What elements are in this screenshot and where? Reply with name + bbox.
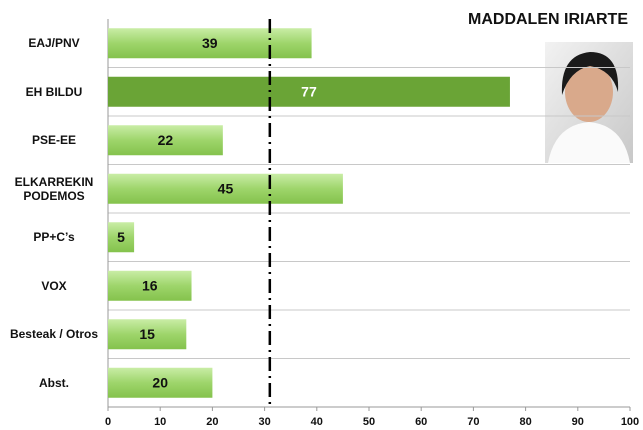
x-tick-label: 0 xyxy=(105,416,111,428)
x-tick-label: 80 xyxy=(519,416,531,428)
bar xyxy=(108,76,510,107)
bar xyxy=(108,28,312,59)
x-tick-label: 40 xyxy=(311,416,323,428)
category-label: Besteak / Otros xyxy=(9,327,99,342)
value-label: 77 xyxy=(301,83,317,99)
category-label: EAJ/PNV xyxy=(28,36,80,51)
value-label: 16 xyxy=(142,277,158,293)
category-label: PP+C’s xyxy=(33,230,75,245)
value-label: 45 xyxy=(218,180,234,196)
x-tick-label: 90 xyxy=(572,416,584,428)
value-label: 22 xyxy=(158,132,174,148)
value-label: 5 xyxy=(117,229,125,245)
x-tick-label: 10 xyxy=(154,416,166,428)
chart-title: MADDALEN IRIARTE xyxy=(468,11,628,28)
x-tick-label: 70 xyxy=(467,416,479,428)
bar xyxy=(108,367,213,398)
category-label: VOX xyxy=(41,278,67,293)
category-label: PSE-EE xyxy=(31,133,76,148)
category-label: Abst. xyxy=(39,375,69,390)
x-tick-label: 20 xyxy=(206,416,218,428)
x-tick-label: 60 xyxy=(415,416,427,428)
category-label: EH BILDU xyxy=(25,84,83,99)
x-tick-label: 100 xyxy=(621,416,639,428)
photo xyxy=(545,42,633,163)
bar xyxy=(108,173,343,204)
x-tick-label: 50 xyxy=(363,416,375,428)
bar xyxy=(108,125,223,156)
bar xyxy=(108,270,192,301)
value-label: 15 xyxy=(139,326,155,342)
value-label: 39 xyxy=(202,35,218,51)
bar xyxy=(108,319,187,350)
x-tick-label: 30 xyxy=(258,416,270,428)
bar xyxy=(108,222,135,253)
value-label: 20 xyxy=(152,374,168,390)
category-label: ELKARREKIN PODEMOS xyxy=(14,174,94,203)
